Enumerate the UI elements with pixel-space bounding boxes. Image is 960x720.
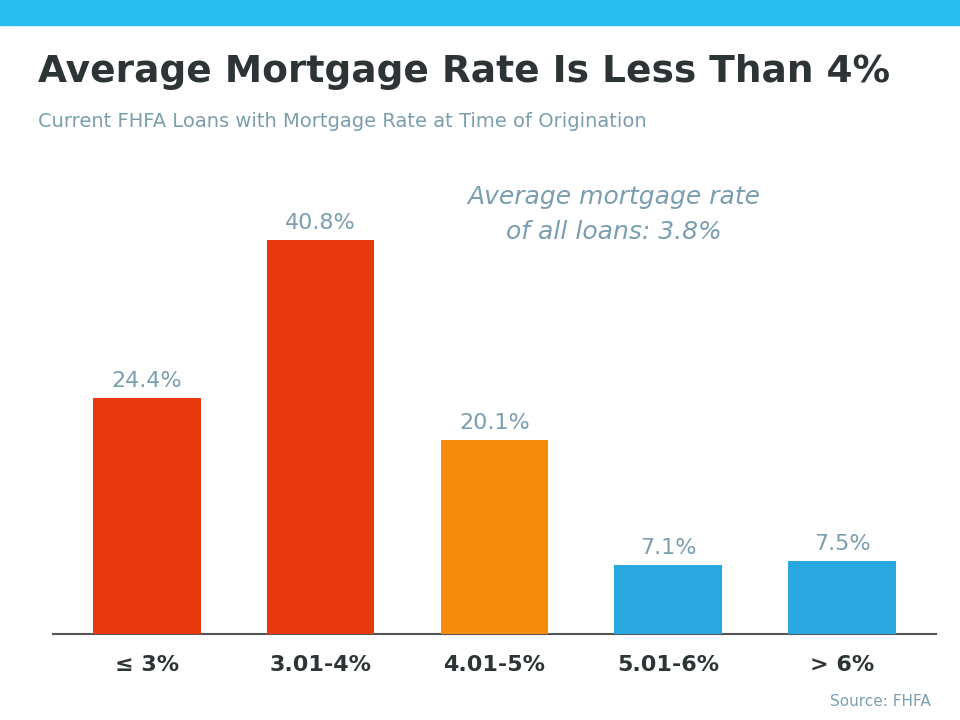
- Bar: [93, 398, 201, 634]
- Text: Source: FHFA: Source: FHFA: [830, 694, 931, 709]
- Text: Average mortgage rate
of all loans: 3.8%: Average mortgage rate of all loans: 3.8%: [468, 185, 760, 244]
- Text: Average Mortgage Rate Is Less Than 4%: Average Mortgage Rate Is Less Than 4%: [38, 54, 891, 90]
- Text: 7.5%: 7.5%: [814, 534, 871, 554]
- Text: 24.4%: 24.4%: [111, 372, 182, 392]
- Bar: [267, 240, 374, 634]
- Bar: [614, 565, 722, 634]
- Text: 7.1%: 7.1%: [640, 539, 696, 558]
- Bar: [788, 562, 896, 634]
- Text: 40.8%: 40.8%: [285, 213, 356, 233]
- Text: Current FHFA Loans with Mortgage Rate at Time of Origination: Current FHFA Loans with Mortgage Rate at…: [38, 112, 647, 130]
- Text: 20.1%: 20.1%: [459, 413, 530, 433]
- Bar: [441, 440, 548, 634]
